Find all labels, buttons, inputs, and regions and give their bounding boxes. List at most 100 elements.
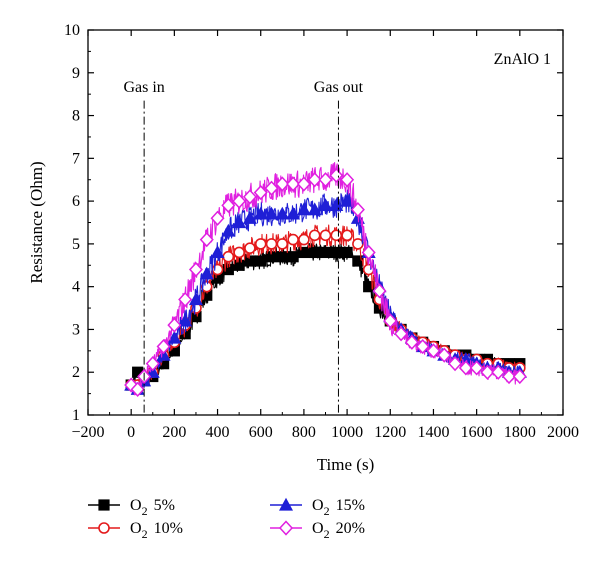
data-point: [341, 229, 353, 242]
data-point: [275, 176, 290, 192]
plot-series: [124, 161, 527, 397]
data-point: [286, 176, 301, 192]
legend-marker: [278, 520, 294, 536]
data-point: [341, 246, 353, 259]
data-point: [296, 202, 311, 216]
legend-label-main: O: [312, 520, 324, 537]
data-point: [210, 245, 225, 259]
legend-label-value: 10%: [154, 520, 183, 537]
data-point: [130, 381, 145, 397]
data-point: [287, 233, 299, 246]
legend-label-main: O: [312, 497, 324, 514]
data-point: [350, 202, 365, 218]
legend-label-main: O: [130, 497, 142, 514]
data-point: [275, 206, 290, 220]
x-tick-label: 1200: [374, 424, 406, 441]
data-point: [145, 356, 160, 372]
data-point: [156, 347, 171, 361]
data-point: [307, 172, 322, 188]
data-point: [394, 326, 409, 342]
data-point: [178, 291, 193, 308]
x-tick-label: 1600: [461, 424, 493, 441]
data-point: [340, 172, 355, 188]
legend-marker: [98, 499, 110, 511]
data-point: [308, 229, 321, 242]
data-point: [361, 244, 376, 261]
data-point: [188, 292, 203, 306]
legend-marker: [98, 522, 110, 534]
data-point: [491, 364, 506, 380]
legend-label-sub: 2: [142, 504, 148, 518]
x-tick-label: 800: [292, 424, 316, 441]
data-point: [329, 167, 344, 184]
legend-label: O2 5%: [130, 497, 175, 518]
x-axis-title: Time (s): [317, 455, 374, 474]
data-point: [319, 246, 332, 259]
data-point: [255, 255, 267, 267]
legend-label: O2 15%: [312, 497, 365, 518]
data-point: [330, 229, 343, 242]
legend-label: O2 20%: [312, 520, 365, 541]
data-point: [276, 238, 289, 250]
data-point: [145, 364, 160, 378]
data-point: [167, 317, 182, 333]
data-point: [210, 210, 225, 226]
y-axis-title: Resistance (Ohm): [27, 161, 46, 283]
data-point: [233, 246, 245, 259]
data-point: [264, 180, 279, 196]
legend-label-value: 20%: [336, 520, 365, 537]
data-point: [242, 189, 257, 205]
legend-item: O2 5%: [88, 497, 175, 518]
data-point: [318, 198, 333, 211]
data-point: [383, 313, 398, 329]
x-tick-label: 1000: [331, 424, 363, 441]
x-tick-label: 1400: [417, 424, 449, 441]
data-point: [264, 206, 279, 220]
data-point: [372, 283, 387, 299]
data-point: [221, 197, 236, 213]
data-point: [244, 242, 256, 254]
data-point: [287, 251, 299, 263]
chart-legend: O2 5%O2 10%O2 15%O2 20%: [88, 497, 365, 541]
data-point: [199, 266, 214, 280]
data-point: [502, 368, 517, 385]
data-point: [276, 251, 288, 263]
x-tick-label: 400: [206, 424, 230, 441]
data-point: [156, 338, 171, 355]
y-tick-label: 5: [72, 236, 80, 253]
legend-label-value: 15%: [336, 497, 365, 514]
legend-label-sub: 2: [324, 504, 330, 518]
legend-label-sub: 2: [324, 527, 330, 541]
x-tick-label: 2000: [547, 424, 579, 441]
data-point: [363, 281, 375, 293]
legend-marker: [278, 497, 294, 511]
gas-out-label: Gas out: [314, 79, 364, 96]
x-tick-label: 600: [249, 424, 273, 441]
y-tick-label: 7: [72, 150, 80, 167]
data-point: [242, 210, 257, 224]
data-point: [437, 347, 452, 363]
data-point: [458, 360, 473, 376]
legend-item: O2 10%: [88, 520, 183, 541]
data-point: [415, 338, 430, 355]
y-tick-label: 8: [72, 108, 80, 125]
y-tick-label: 10: [64, 22, 80, 39]
data-point: [352, 238, 364, 250]
legend-item: O2 15%: [270, 497, 365, 518]
data-point: [232, 215, 247, 229]
data-point: [469, 360, 484, 376]
data-point: [309, 246, 321, 259]
gas-in-label: Gas in: [123, 79, 164, 96]
data-point: [178, 313, 193, 327]
data-point: [512, 368, 527, 385]
legend-item: O2 20%: [270, 520, 365, 541]
y-tick-label: 9: [72, 65, 80, 82]
data-point: [298, 246, 310, 259]
x-tick-label: 0: [127, 424, 135, 441]
data-point: [329, 198, 344, 211]
plot-annotations: ZnAlO 1 Gas in Gas out: [123, 51, 551, 415]
data-point: [253, 206, 268, 220]
data-point: [286, 206, 301, 220]
y-tick-label: 2: [72, 364, 80, 381]
data-point: [222, 250, 235, 263]
